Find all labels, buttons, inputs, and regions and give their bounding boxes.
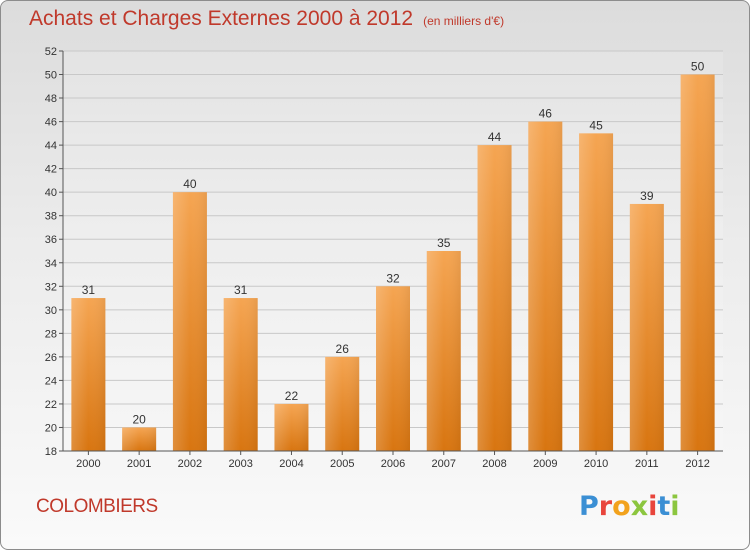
y-tick-label: 38 — [45, 211, 57, 223]
y-tick-label: 40 — [45, 187, 57, 199]
bar-shine — [274, 403, 309, 451]
chart-subtitle: (en milliers d'€) — [423, 14, 505, 28]
bar-shine — [122, 427, 157, 451]
y-tick-label: 18 — [45, 446, 57, 458]
value-label: 31 — [234, 283, 248, 297]
value-label: 35 — [437, 236, 451, 250]
y-tick-label: 46 — [45, 117, 57, 129]
logo-letter: P — [579, 491, 599, 522]
logo-letter: x — [630, 491, 649, 522]
y-tick-label: 24 — [45, 375, 57, 387]
value-label: 22 — [285, 389, 299, 403]
logo-letter: t — [657, 491, 671, 522]
value-label: 20 — [132, 412, 146, 426]
y-tick-label: 44 — [45, 140, 57, 152]
axis-layer: 18 20 22 24 26 28 30 32 34 36 38 40 42 44 46 48 50 52 2000… — [45, 46, 723, 470]
logo-letter: i — [670, 491, 680, 522]
x-tick-label: 2005 — [330, 458, 354, 470]
bar-shine — [223, 298, 258, 451]
x-tick-label: 2011 — [635, 458, 659, 470]
bar-shine — [579, 133, 614, 451]
value-label: 39 — [640, 189, 654, 203]
proxiti-logo: Proxiti — [579, 491, 680, 522]
value-label: 44 — [488, 130, 502, 144]
value-label: 45 — [589, 118, 603, 132]
value-label: 26 — [336, 342, 350, 356]
bar-layer: 31 20 40 31 22 26 32 35 44 46 45 39 50 — [71, 60, 715, 452]
x-tick-label: 2009 — [533, 458, 557, 470]
x-tick-label: 2004 — [279, 458, 303, 470]
y-tick-label: 20 — [45, 422, 57, 434]
x-tick-label: 2012 — [685, 458, 709, 470]
y-tick-label: 34 — [45, 258, 57, 270]
chart-title-text: Achats et Charges Externes 2000 à 2012 — [29, 7, 414, 30]
value-label: 50 — [691, 60, 705, 74]
y-tick-label: 52 — [45, 46, 57, 58]
bar-shine — [426, 251, 461, 451]
y-tick-label: 48 — [45, 93, 57, 105]
bar-shine — [172, 192, 207, 452]
bar-shine — [71, 298, 106, 451]
logo-letter: r — [598, 491, 613, 522]
x-tick-label: 2000 — [76, 458, 100, 470]
y-tick-label: 26 — [45, 352, 57, 364]
bar-shine — [477, 145, 512, 451]
bar-shine — [325, 356, 360, 451]
y-tick-label: 50 — [45, 70, 57, 82]
logo-letter: o — [612, 491, 631, 522]
x-tick-label: 2010 — [584, 458, 608, 470]
x-tick-label: 2003 — [228, 458, 252, 470]
x-tick-label: 2007 — [432, 458, 456, 470]
x-tick-label: 2008 — [482, 458, 506, 470]
chart-title: Achats et Charges Externes 2000 à 2012 (e… — [29, 7, 504, 31]
value-label: 31 — [82, 283, 96, 297]
y-tick-label: 30 — [45, 305, 57, 317]
y-tick-label: 36 — [45, 234, 57, 246]
logo-letter: i — [648, 491, 658, 522]
x-tick-label: 2001 — [127, 458, 151, 470]
bar-shine — [629, 203, 664, 451]
value-label: 32 — [386, 271, 400, 285]
y-tick-label: 28 — [45, 328, 57, 340]
value-label: 40 — [183, 177, 197, 191]
y-tick-label: 32 — [45, 281, 57, 293]
bar-shine — [376, 286, 410, 451]
bar-shine — [528, 121, 563, 452]
commune-name: COLOMBIERS — [36, 496, 158, 517]
value-label: 46 — [539, 107, 553, 121]
bar-shine — [680, 74, 715, 451]
y-tick-label: 42 — [45, 164, 57, 176]
y-tick-label: 22 — [45, 399, 57, 411]
x-tick-label: 2002 — [178, 458, 202, 470]
x-tick-label: 2006 — [381, 458, 405, 470]
